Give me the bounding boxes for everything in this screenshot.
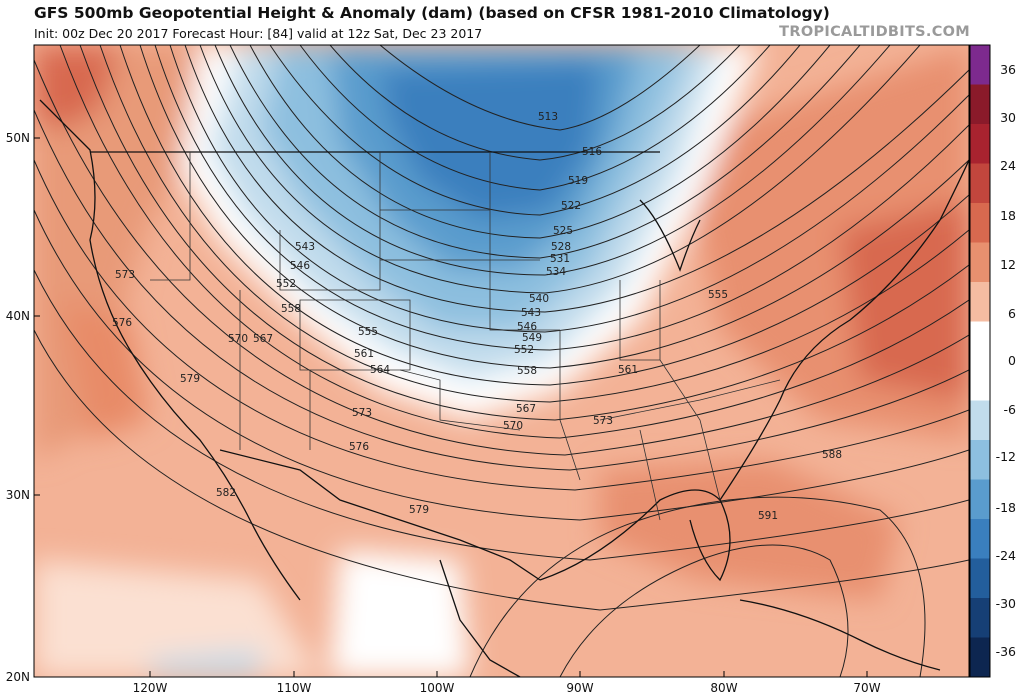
contour-label: 534 [546, 266, 566, 278]
contour-label: 567 [253, 333, 273, 345]
colorbar-segment [970, 400, 990, 441]
contour-label: 582 [216, 487, 236, 499]
longitude-label: 90W [566, 681, 593, 695]
contour-label: 519 [568, 175, 588, 187]
longitude-labels: 120W 110W 100W 90W 80W 70W [133, 681, 881, 695]
colorbar [969, 44, 991, 678]
contour-label: 579 [180, 373, 200, 385]
colorbar-segment [970, 84, 990, 125]
contour-label: 522 [561, 200, 581, 212]
latitude-label: 40N [6, 309, 30, 323]
colorbar-label: -30 [996, 596, 1016, 611]
brand-watermark: TROPICALTIDBITS.COM [779, 24, 970, 40]
colorbar-label: 36 [1000, 62, 1016, 77]
contour-label: 516 [582, 146, 602, 158]
colorbar-label: -18 [996, 500, 1016, 515]
contour-label: 570 [503, 420, 523, 432]
map-frame [33, 44, 970, 678]
colorbar-segment [970, 45, 990, 85]
contour-label: 561 [354, 348, 374, 360]
colorbar-labels: 36 30 24 18 12 6 0 -6 -12 -18 -24 -30 -36 [996, 62, 1016, 659]
contour-label: 564 [370, 364, 390, 376]
colorbar-segment [970, 519, 990, 559]
contour-label: 543 [521, 307, 541, 319]
colorbar-segment [970, 440, 990, 480]
height-contours [34, 45, 969, 677]
contour-label: 573 [593, 415, 613, 427]
contour-label: 573 [352, 407, 372, 419]
contour-label: 570 [228, 333, 248, 345]
coastlines [39, 99, 969, 677]
contour-label: 540 [529, 293, 549, 305]
contour-label: 588 [822, 449, 842, 461]
colorbar-segment [970, 321, 990, 362]
axis-ticks [34, 137, 868, 678]
colorbar-label: -24 [996, 548, 1016, 563]
colorbar-label: 24 [1000, 158, 1016, 173]
colorbar-label: -12 [996, 449, 1016, 464]
contour-label: 543 [295, 241, 315, 253]
latitude-label: 50N [6, 131, 30, 145]
colorbar-frame [969, 44, 991, 678]
longitude-label: 120W [133, 681, 168, 695]
contour-label: 567 [516, 403, 536, 415]
colorbar-segment [970, 598, 990, 638]
contour-label: 558 [281, 303, 301, 315]
colorbar-label: 6 [1008, 306, 1016, 321]
colorbar-segment [970, 124, 990, 164]
contour-label: 555 [358, 326, 378, 338]
contour-label: 549 [522, 332, 542, 344]
contour-labels: 5135165195225255285315345405435465495525… [112, 111, 842, 522]
contour-label: 573 [115, 269, 135, 281]
colorbar-segment [970, 361, 990, 401]
contour-label: 561 [618, 364, 638, 376]
colorbar-segment [970, 282, 990, 322]
contour-label: 531 [550, 253, 570, 265]
contour-label: 576 [349, 441, 369, 453]
colorbar-label: 18 [1000, 208, 1016, 223]
contour-label: 546 [517, 321, 537, 333]
colorbar-segment [970, 242, 990, 283]
state-borders [150, 152, 781, 521]
contour-label: 591 [758, 510, 778, 522]
contour-label: 546 [290, 260, 310, 272]
latitude-labels: 50N 40N 30N 20N [6, 131, 30, 684]
colorbar-label: 12 [1000, 257, 1016, 272]
longitude-label: 100W [420, 681, 455, 695]
map-area: 5135165195225255285315345405435465495525… [34, 45, 969, 677]
contour-label: 555 [708, 289, 728, 301]
longitude-label: 110W [277, 681, 312, 695]
latitude-label: 30N [6, 488, 30, 502]
longitude-label: 70W [853, 681, 880, 695]
colorbar-segment [970, 203, 990, 243]
colorbar-label: 0 [1008, 353, 1016, 368]
map-subtitle: Init: 00z Dec 20 2017 Forecast Hour: [84… [34, 26, 483, 41]
longitude-label: 80W [710, 681, 737, 695]
contour-label: 552 [514, 344, 534, 356]
contour-label: 513 [538, 111, 558, 123]
contour-label: 558 [517, 365, 537, 377]
colorbar-segment [970, 479, 990, 520]
contour-label: 552 [276, 278, 296, 290]
colorbar-segment [970, 558, 990, 599]
contour-label: 528 [551, 241, 571, 253]
colorbar-label: 30 [1000, 110, 1016, 125]
colorbar-label: -36 [996, 644, 1016, 659]
colorbar-label: -6 [1004, 402, 1017, 417]
colorbar-segment [970, 637, 990, 678]
contour-label: 576 [112, 317, 132, 329]
contour-label: 525 [553, 225, 573, 237]
map-title: GFS 500mb Geopotential Height & Anomaly … [34, 4, 830, 22]
latitude-label: 20N [6, 670, 30, 684]
colorbar-segment [970, 163, 990, 204]
contour-label: 579 [409, 504, 429, 516]
